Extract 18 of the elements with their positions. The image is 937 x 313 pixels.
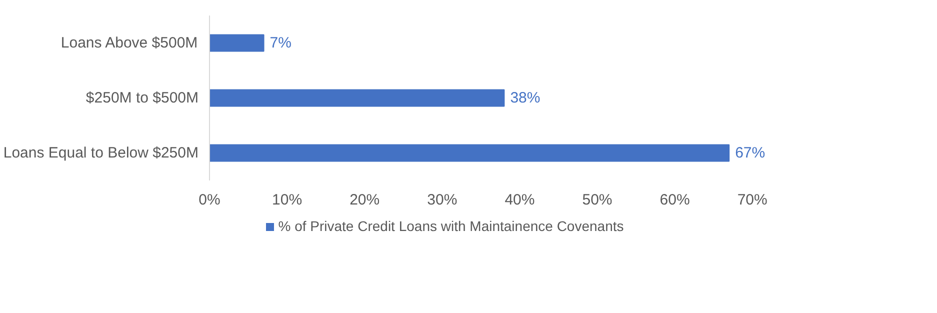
y-tick-label: Loans Above $500M (60, 34, 198, 52)
legend-label: % of Private Credit Loans with Maintainence Covenants (278, 218, 624, 234)
y-tick-label: Loans Equal to Below $250M (3, 144, 199, 162)
x-tick-label: 20% (350, 192, 380, 208)
bar (210, 144, 730, 162)
bar (210, 89, 505, 107)
x-tick-label: 10% (272, 192, 302, 208)
data-label: 38% (510, 90, 540, 106)
data-label: 7% (270, 34, 292, 52)
x-tick-label: 60% (660, 192, 690, 208)
x-tick-label: 50% (582, 192, 612, 208)
x-tick-label: 70% (737, 192, 768, 208)
x-tick-label: 0% (198, 192, 220, 208)
bar (210, 34, 264, 52)
x-tick-label: 40% (504, 192, 535, 208)
y-tick-label: $250M to $500M (86, 90, 199, 106)
data-label: 67% (735, 144, 766, 162)
x-tick-label: 30% (427, 192, 458, 208)
